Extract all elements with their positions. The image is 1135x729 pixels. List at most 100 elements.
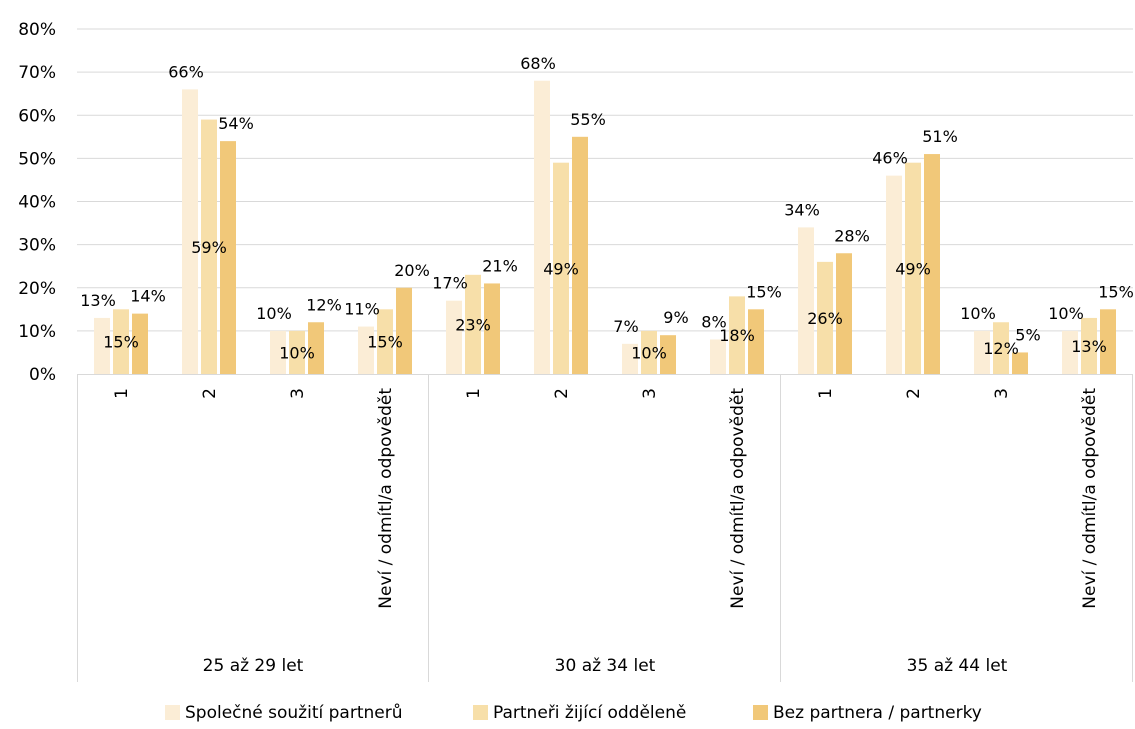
data-label: 68% <box>520 54 556 73</box>
legend-swatch <box>473 705 488 720</box>
data-labels: 13%15%14%66%59%54%10%10%12% 11%15%20%17%2… <box>80 54 1134 363</box>
data-label: 46% <box>872 149 908 168</box>
bar <box>270 330 286 374</box>
bar <box>1100 309 1116 374</box>
y-tick-label: 40% <box>18 193 56 213</box>
data-label: 23% <box>455 315 491 334</box>
bar <box>836 253 852 374</box>
x-tick-label: 1 <box>816 388 836 399</box>
data-label: 28% <box>834 226 870 245</box>
bar <box>289 330 305 374</box>
data-label: 13% <box>1071 337 1107 356</box>
bar <box>905 162 921 374</box>
data-label: 10% <box>256 304 292 323</box>
bars <box>94 80 1116 374</box>
x-tick-label: 2 <box>552 388 572 399</box>
data-label: 12% <box>983 339 1019 358</box>
data-label: 10% <box>631 343 667 362</box>
bar <box>622 343 638 374</box>
bar <box>993 322 1009 374</box>
x-tick-label: 1 <box>464 388 484 399</box>
bar <box>1012 352 1028 374</box>
bar <box>572 136 588 374</box>
data-label: 7% <box>613 317 638 336</box>
y-tick-label: 50% <box>18 149 56 169</box>
bar <box>641 330 657 374</box>
x-tick-label: 3 <box>992 388 1012 399</box>
data-label: 9% <box>663 308 688 327</box>
bar <box>817 261 833 374</box>
x-tick-label: 2 <box>904 388 924 399</box>
bar <box>308 322 324 374</box>
data-label: 15% <box>746 282 782 301</box>
x-tick-label: Neví / odmítl/a odpovědět <box>1080 388 1100 609</box>
legend-swatch <box>753 705 768 720</box>
data-label: 49% <box>895 259 931 278</box>
legend-label: Partneři žijící odděleně <box>493 703 686 723</box>
legend-swatch <box>165 705 180 720</box>
bar <box>377 309 393 374</box>
data-label: 10% <box>279 343 315 362</box>
data-label: 18% <box>719 326 755 345</box>
data-label: 59% <box>191 238 227 257</box>
bar <box>182 89 198 374</box>
bar <box>465 274 481 374</box>
data-label: 10% <box>960 304 996 323</box>
legend: Společné soužití partnerů Partneři žijící… <box>165 703 982 723</box>
y-tick-label: 0% <box>29 365 56 385</box>
bar <box>446 300 462 374</box>
x-axis: 1 2 3 Neví / odmítl/a odpovědět 1 2 3 Neví / od… <box>77 374 1133 682</box>
data-label: 34% <box>784 200 820 219</box>
data-label: 17% <box>432 274 468 293</box>
bar <box>798 227 814 374</box>
bar <box>924 154 940 374</box>
data-label: 15% <box>1098 282 1134 301</box>
bar <box>358 326 374 374</box>
data-label: 11% <box>344 300 380 319</box>
data-label: 21% <box>482 256 518 275</box>
group-label: 25 až 29 let <box>203 656 304 676</box>
x-tick-label: 2 <box>200 388 220 399</box>
y-axis-tick-labels: 0% 10% 20% 30% 40% 50% 60% 70% 80% <box>18 20 56 385</box>
x-tick-label: 1 <box>112 388 132 399</box>
data-label: 14% <box>130 287 166 306</box>
group-label: 35 až 44 let <box>907 656 1008 676</box>
bar <box>1081 317 1097 374</box>
bar <box>201 119 217 374</box>
legend-label: Bez partnera / partnerky <box>773 703 982 723</box>
x-tick-label: Neví / odmítl/a odpovědět <box>376 388 396 609</box>
bar <box>94 317 110 374</box>
bar <box>660 335 676 374</box>
data-label: 12% <box>306 295 342 314</box>
data-label: 10% <box>1048 304 1084 323</box>
bar <box>886 175 902 374</box>
data-label: 54% <box>218 114 254 133</box>
bar <box>974 330 990 374</box>
data-label: 26% <box>807 309 843 328</box>
bar <box>534 80 550 374</box>
data-label: 55% <box>570 110 606 129</box>
bar <box>553 162 569 374</box>
bar <box>710 339 726 374</box>
data-label: 20% <box>394 261 430 280</box>
data-label: 13% <box>80 291 116 310</box>
bar <box>132 313 148 374</box>
y-tick-label: 80% <box>18 20 56 40</box>
y-tick-label: 70% <box>18 63 56 83</box>
x-tick-label: 3 <box>640 388 660 399</box>
data-label: 49% <box>543 259 579 278</box>
data-label: 8% <box>701 313 726 332</box>
bar <box>1062 330 1078 374</box>
bar <box>748 309 764 374</box>
data-label: 15% <box>367 333 403 352</box>
bar <box>729 296 745 374</box>
bar <box>484 283 500 374</box>
data-label: 5% <box>1015 325 1040 344</box>
legend-label: Společné soužití partnerů <box>185 703 402 723</box>
bar <box>113 309 129 374</box>
bar <box>220 141 236 374</box>
y-tick-label: 10% <box>18 322 56 342</box>
bar <box>396 287 412 374</box>
data-label: 15% <box>103 333 139 352</box>
